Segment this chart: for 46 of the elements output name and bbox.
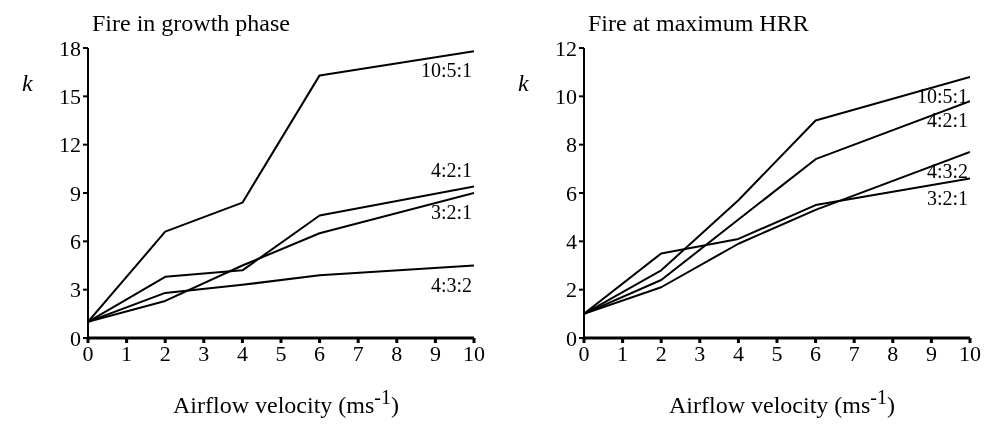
series-label: 10:5:1 xyxy=(420,59,472,82)
x-tick-label: 5 xyxy=(275,340,287,366)
y-tick-label: 10 xyxy=(555,84,577,110)
x-tick-label: 3 xyxy=(198,340,210,366)
x-tick-label: 9 xyxy=(429,340,441,366)
y-tick-label: 12 xyxy=(59,132,81,158)
y-tick-label: 6 xyxy=(566,180,577,206)
y-tick-label: 8 xyxy=(566,132,577,158)
chart-title: Fire at maximum HRR xyxy=(588,10,809,37)
x-tick-label: 9 xyxy=(925,340,937,366)
x-tick-label: 7 xyxy=(848,340,860,366)
x-tick-label: 6 xyxy=(810,340,822,366)
y-axis-title: k xyxy=(22,70,33,97)
x-tick-label: 5 xyxy=(771,340,783,366)
series-label: 4:3:2 xyxy=(926,159,968,182)
series-label: 4:2:1 xyxy=(430,158,472,181)
x-tick-label: 3 xyxy=(694,340,706,366)
x-tick-label: 10 xyxy=(959,340,981,366)
y-axis-title: k xyxy=(518,70,529,97)
x-tick-label: 8 xyxy=(391,340,403,366)
y-tick-label: 6 xyxy=(70,229,81,255)
x-tick-label: 1 xyxy=(121,340,133,366)
x-tick-label: 2 xyxy=(655,340,667,366)
y-tick-label: 18 xyxy=(59,35,81,61)
series-label: 4:2:1 xyxy=(926,109,968,132)
x-tick-label: 8 xyxy=(887,340,899,366)
x-axis-title: Airflow velocity (ms$^{-1}$) xyxy=(669,386,895,418)
x-tick-label: 2 xyxy=(159,340,171,366)
y-tick-label: 3 xyxy=(70,277,81,303)
y-tick-label: 2 xyxy=(566,277,577,303)
x-tick-label: 10 xyxy=(463,340,485,366)
y-tick-label: 9 xyxy=(70,180,81,206)
y-tick-label: 12 xyxy=(555,35,577,61)
series-label: 3:2:1 xyxy=(430,201,472,223)
x-tick-label: 4 xyxy=(236,340,248,366)
x-axis-title: Airflow velocity (ms$^{-1}$) xyxy=(173,386,399,418)
x-tick-label: 4 xyxy=(732,340,744,366)
series-label: 10:5:1 xyxy=(916,85,968,107)
x-tick-label: 1 xyxy=(617,340,629,366)
series-label: 3:2:1 xyxy=(926,186,968,209)
series-label: 4:3:2 xyxy=(430,273,472,296)
y-tick-label: 15 xyxy=(59,84,81,110)
chart-title: Fire in growth phase xyxy=(92,10,290,37)
x-tick-label: 7 xyxy=(352,340,364,366)
x-tick-label: 6 xyxy=(314,340,326,366)
y-tick-label: 4 xyxy=(566,229,577,255)
